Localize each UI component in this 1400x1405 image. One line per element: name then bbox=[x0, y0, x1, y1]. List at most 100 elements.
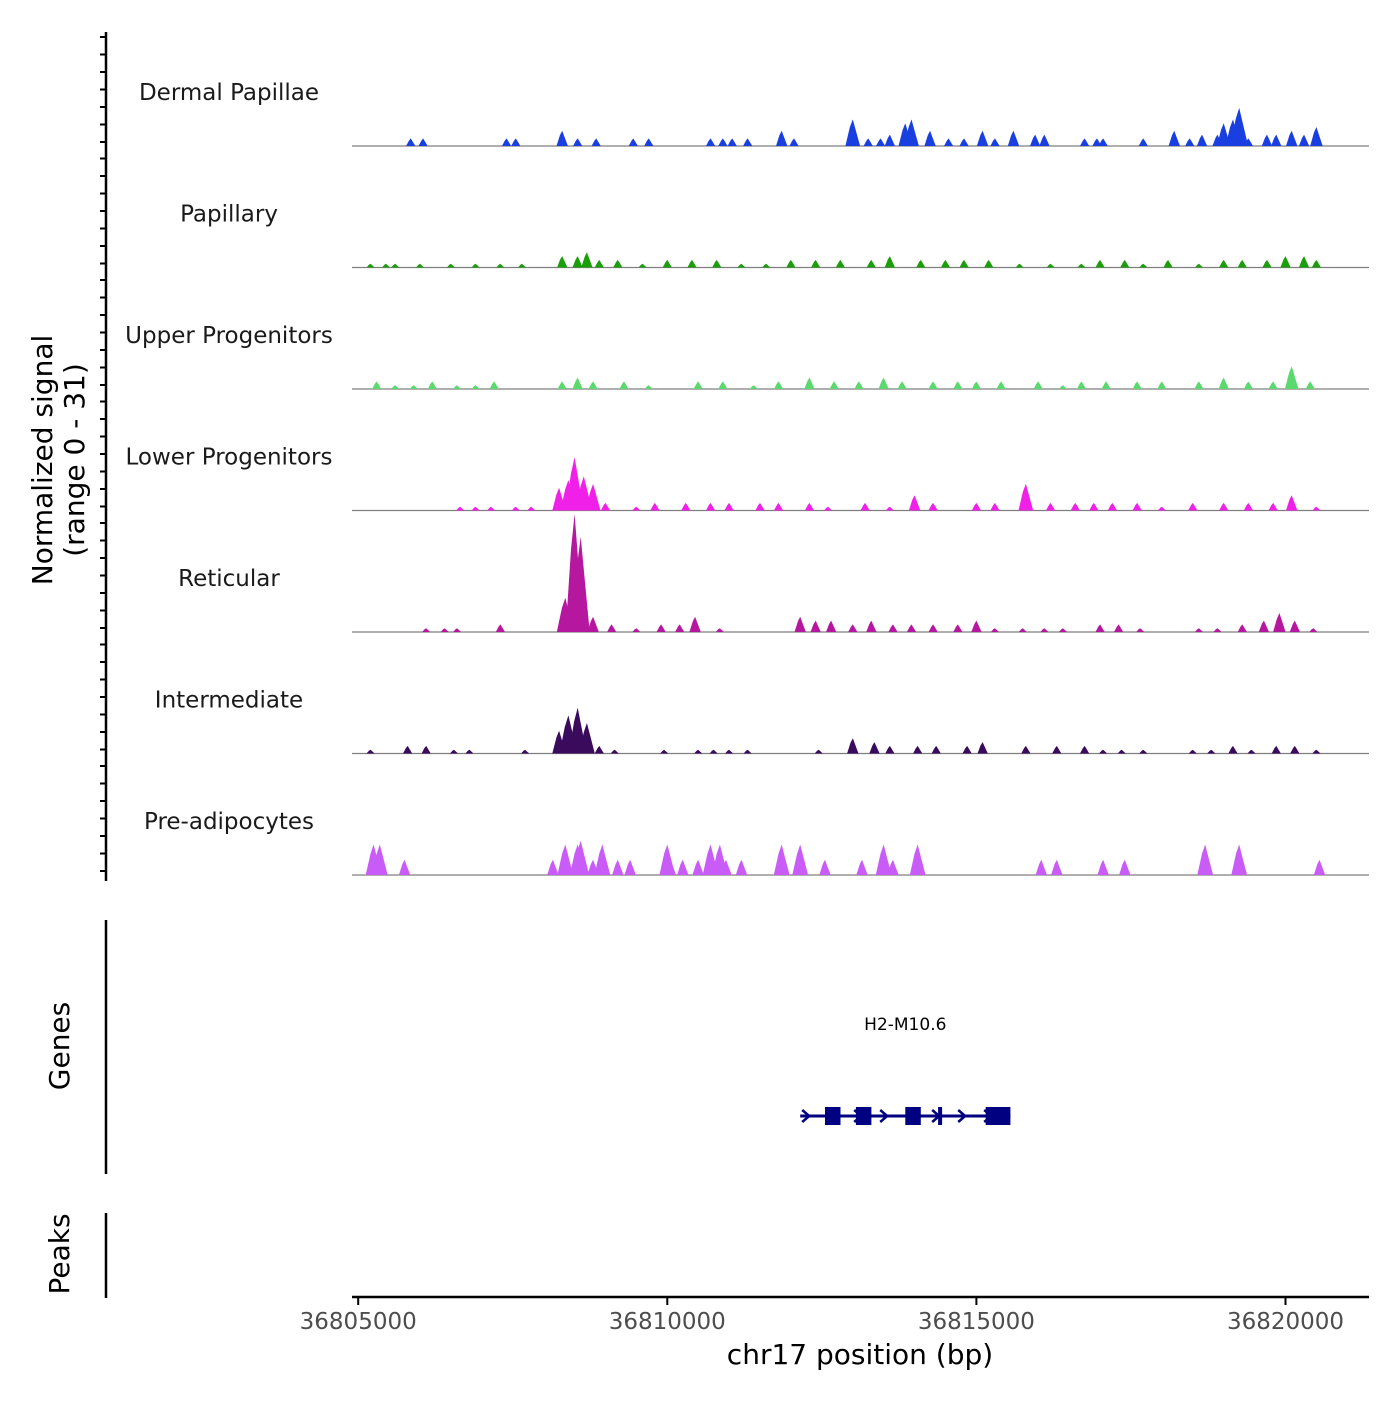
signal-peak bbox=[1298, 256, 1310, 268]
signal-peak bbox=[1231, 844, 1248, 875]
signal-peak bbox=[619, 381, 629, 389]
signal-peak bbox=[660, 749, 669, 754]
signal-peak bbox=[1095, 259, 1105, 268]
signal-peak bbox=[572, 840, 590, 875]
signal-peak bbox=[1015, 263, 1024, 268]
genes-track: H2-M10.6 bbox=[800, 1015, 1011, 1125]
signal-peak bbox=[662, 259, 672, 268]
signal-peak bbox=[594, 844, 611, 875]
signal-peak bbox=[1097, 859, 1109, 875]
track-reticular: Reticular bbox=[178, 514, 1369, 633]
signal-peak bbox=[1040, 628, 1049, 632]
genes-track-title: Genes bbox=[43, 1002, 76, 1090]
signal-peak bbox=[496, 263, 505, 268]
gene-exon bbox=[985, 1107, 1011, 1125]
signal-peak bbox=[847, 738, 859, 754]
signal-peak bbox=[421, 745, 431, 754]
signal-peak bbox=[860, 502, 870, 511]
track-label: Pre-adipocytes bbox=[144, 809, 314, 835]
signal-peak bbox=[409, 385, 418, 389]
track-label: Papillary bbox=[180, 202, 278, 228]
signal-peak bbox=[613, 259, 623, 268]
peaks-track-title: Peaks bbox=[43, 1213, 76, 1294]
signal-peak bbox=[1139, 749, 1148, 754]
signal-peak bbox=[792, 844, 809, 875]
signal-peak bbox=[906, 624, 917, 632]
signal-peak bbox=[1089, 502, 1099, 511]
signal-peak bbox=[1280, 256, 1291, 268]
signal-peak bbox=[878, 377, 889, 389]
signal-peak bbox=[1261, 134, 1273, 146]
signal-peak bbox=[1213, 628, 1222, 632]
signal-peak bbox=[743, 138, 753, 146]
signal-peak bbox=[638, 263, 647, 268]
signal-peak bbox=[1138, 138, 1148, 146]
signal-peak bbox=[959, 259, 969, 268]
track-papillary: Papillary bbox=[180, 202, 1369, 269]
signal-peak bbox=[556, 130, 568, 146]
signal-peak bbox=[990, 628, 999, 632]
signal-peak bbox=[594, 745, 604, 754]
signal-peak bbox=[1218, 377, 1229, 389]
signal-peak bbox=[940, 259, 951, 268]
signal-peak bbox=[1168, 130, 1180, 146]
signal-peak bbox=[755, 502, 765, 511]
signal-peak bbox=[928, 381, 938, 389]
track-label: Intermediate bbox=[155, 688, 303, 714]
signal-peak bbox=[1114, 624, 1124, 632]
signal-peak bbox=[557, 844, 574, 875]
signal-peak bbox=[1035, 859, 1047, 875]
track-label: Reticular bbox=[178, 566, 280, 592]
signal-peak bbox=[644, 138, 654, 146]
signal-peak bbox=[854, 381, 864, 389]
signal-peak bbox=[1289, 620, 1300, 632]
signal-peak bbox=[887, 859, 899, 875]
gene-label: H2-M10.6 bbox=[864, 1015, 946, 1035]
signal-peak bbox=[1185, 138, 1195, 146]
signal-peak bbox=[1039, 134, 1050, 146]
track-intermediate: Intermediate bbox=[155, 688, 1369, 755]
signal-peak bbox=[372, 381, 382, 389]
signal-peak bbox=[557, 256, 568, 268]
signal-peak bbox=[1228, 745, 1238, 754]
signal-peak bbox=[1120, 259, 1130, 268]
signal-peak bbox=[572, 377, 583, 389]
track-label: Lower Progenitors bbox=[126, 445, 333, 471]
signal-peak bbox=[1076, 381, 1087, 389]
signal-peak bbox=[632, 628, 641, 632]
signal-peak bbox=[848, 624, 858, 632]
signal-peak bbox=[398, 859, 411, 875]
signal-peak bbox=[743, 749, 752, 754]
signal-peak bbox=[502, 138, 512, 146]
signal-peak bbox=[422, 628, 431, 632]
signal-peak bbox=[366, 263, 375, 268]
signal-peak bbox=[547, 859, 559, 875]
signal-peak bbox=[749, 385, 758, 389]
x-axis-tick-label: 36805000 bbox=[300, 1309, 417, 1335]
signal-peak bbox=[735, 859, 748, 875]
genes-track-title-text: Genes bbox=[43, 1002, 76, 1090]
signal-peak bbox=[572, 256, 583, 268]
signal-peak bbox=[610, 749, 619, 754]
signal-peak bbox=[406, 138, 416, 146]
signal-peak bbox=[814, 749, 823, 754]
signal-peak bbox=[875, 844, 892, 875]
signal-peak bbox=[664, 859, 677, 875]
signal-peak bbox=[1018, 628, 1027, 632]
signal-peak bbox=[656, 624, 666, 632]
track-pre-adipocytes: Pre-adipocytes bbox=[144, 809, 1369, 876]
signal-peak bbox=[1098, 138, 1108, 146]
signal-peak bbox=[897, 381, 907, 389]
signal-peak bbox=[1258, 620, 1269, 632]
signal-peak bbox=[908, 495, 921, 511]
signal-peak bbox=[1030, 134, 1041, 146]
signal-peak bbox=[810, 620, 821, 632]
signal-peak bbox=[715, 628, 724, 632]
coverage-y-axis-ticks bbox=[100, 36, 106, 872]
signal-peak bbox=[835, 259, 845, 268]
signal-peak bbox=[794, 616, 806, 632]
signal-peak bbox=[579, 723, 595, 754]
signal-peak bbox=[489, 381, 499, 389]
signal-peak bbox=[976, 130, 989, 146]
signal-peak bbox=[1046, 502, 1056, 511]
